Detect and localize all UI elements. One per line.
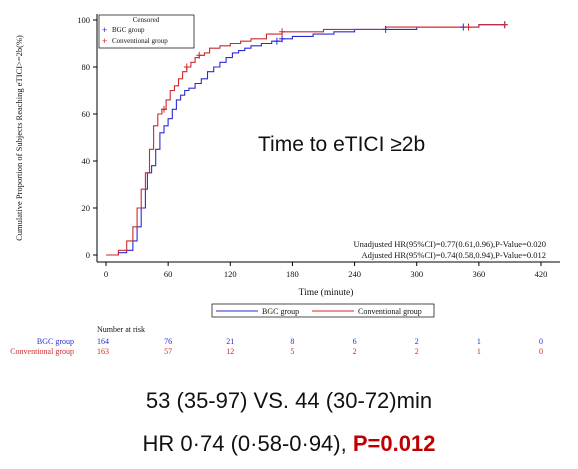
risk-row-label: BGC group [37, 337, 74, 346]
y-tick-label: 20 [82, 203, 91, 213]
summary-hazard-ratio: HR 0·74 (0·58-0·94), P=0.012 [0, 431, 578, 457]
y-tick-label: 60 [82, 109, 91, 119]
y-tick-label: 40 [82, 156, 91, 166]
censor-mark [460, 23, 467, 31]
y-tick-label: 100 [77, 15, 90, 25]
risk-cell: 0 [539, 347, 543, 356]
censor-mark [382, 25, 389, 33]
risk-cell: 164 [97, 337, 109, 346]
x-tick-label: 60 [164, 269, 173, 279]
x-tick-label: 0 [104, 269, 108, 279]
censor-mark [465, 23, 472, 31]
axis-ticks: 0 60 120 180 240 300 360 420 0 20 40 60 80 100 [77, 15, 547, 279]
summary-hr-text: HR 0·74 (0·58-0·94), [142, 431, 353, 456]
risk-cell: 2 [415, 337, 419, 346]
risk-cell: 1 [477, 337, 481, 346]
risk-cell: 57 [164, 347, 172, 356]
x-tick-label: 300 [410, 269, 423, 279]
censor-mark [183, 63, 190, 71]
censor-mark [161, 105, 167, 113]
censored-legend-conv-mark: + [102, 36, 107, 46]
censor-marks [161, 21, 508, 113]
stat-adjusted: Adjusted HR(95%CI)=0.74(0.58,0.94),P-Val… [361, 250, 546, 260]
risk-cell: 2 [353, 347, 357, 356]
censor-mark [279, 35, 286, 43]
y-tick-label: 0 [86, 250, 90, 260]
risk-table: Number at risk BGC group 164 76 21 8 6 2 1 0Conv… [10, 325, 543, 356]
risk-cell: 8 [290, 337, 294, 346]
x-tick-label: 120 [224, 269, 237, 279]
risk-cell: 1 [477, 347, 481, 356]
censored-legend-title: Censored [133, 16, 160, 24]
censored-legend-bgc-mark: + [102, 25, 107, 35]
bottom-legend-conv-label: Conventional group [358, 307, 422, 316]
summary-pvalue: P=0.012 [352, 431, 436, 456]
km-chart: Cumulative Proportion of Subjects Reachi… [10, 14, 560, 356]
risk-cell: 76 [164, 337, 172, 346]
risk-table-title: Number at risk [97, 325, 145, 334]
risk-cell: 12 [226, 347, 234, 356]
bottom-legend: BGC group Conventional group [211, 303, 435, 318]
risk-cell: 5 [290, 347, 294, 356]
summary-median-times: 53 (35-97) VS. 44 (30-72)min [145, 388, 433, 413]
series-line-bgc [106, 24, 505, 256]
x-tick-label: 420 [535, 269, 548, 279]
censored-legend-conv-label: Conventional group [112, 37, 168, 45]
censored-legend-bgc-label: BGC group [112, 26, 145, 34]
risk-cell: 0 [539, 337, 543, 346]
y-axis-label: Cumulative Proportion of Subjects Reachi… [14, 35, 24, 241]
risk-cell: 21 [226, 337, 234, 346]
bottom-legend-bgc-label: BGC group [262, 307, 299, 316]
censor-mark [273, 37, 280, 45]
x-axis-label: Time (minute) [299, 287, 354, 298]
chart-annotation: Time to eTICI ≥2b [258, 133, 425, 156]
x-tick-label: 240 [348, 269, 361, 279]
y-tick-label: 80 [82, 62, 91, 72]
censor-mark [501, 21, 508, 29]
risk-cell: 2 [415, 347, 419, 356]
censor-mark [279, 28, 286, 36]
risk-row-label: Conventional group [10, 347, 74, 356]
censor-mark [196, 51, 203, 59]
x-tick-label: 180 [286, 269, 299, 279]
stat-unadjusted: Unadjusted HR(95%CI)=0.77(0.61,0.96),P-V… [353, 239, 546, 249]
risk-cell: 6 [353, 337, 357, 346]
x-tick-label: 360 [472, 269, 485, 279]
risk-cell: 163 [97, 347, 109, 356]
censored-legend: Censored + BGC group + Conventional grou… [98, 14, 195, 49]
censored-legend-frame [98, 14, 195, 49]
